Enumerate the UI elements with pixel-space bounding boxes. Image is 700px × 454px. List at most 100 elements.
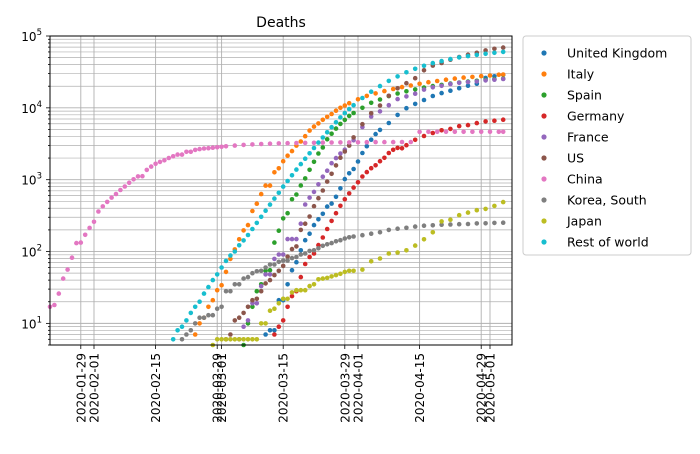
data-point xyxy=(342,149,348,154)
data-point xyxy=(307,128,312,133)
data-point xyxy=(338,115,343,120)
data-point xyxy=(364,93,370,99)
data-point xyxy=(342,236,348,241)
data-point xyxy=(500,129,506,135)
data-point xyxy=(82,232,88,238)
data-point xyxy=(294,244,299,249)
data-point xyxy=(245,304,251,310)
data-point xyxy=(285,254,290,259)
data-point xyxy=(496,72,502,77)
data-point xyxy=(320,211,326,217)
data-point xyxy=(206,284,211,290)
data-point xyxy=(175,328,180,333)
data-point xyxy=(223,144,229,149)
data-point xyxy=(412,101,418,107)
data-point xyxy=(333,126,339,131)
chart-title: Deaths xyxy=(256,15,306,31)
data-point xyxy=(329,160,334,166)
data-point xyxy=(412,243,418,248)
data-point xyxy=(316,195,321,201)
data-point xyxy=(465,53,471,59)
data-point xyxy=(258,141,264,147)
data-point xyxy=(448,222,453,227)
data-point xyxy=(342,103,348,108)
data-point xyxy=(386,120,392,126)
data-point xyxy=(245,222,251,228)
legend-marker xyxy=(541,197,547,203)
data-point xyxy=(245,274,251,280)
data-point xyxy=(285,210,290,216)
legend-marker xyxy=(541,134,547,140)
legend: United Kingdom Italy Spain Germany France US C… xyxy=(522,35,692,256)
data-point xyxy=(404,70,409,75)
data-point xyxy=(254,201,260,206)
data-point xyxy=(276,324,282,330)
legend-marker xyxy=(541,155,547,161)
x-tick-label: 2020-01-29 xyxy=(74,353,88,423)
data-point xyxy=(456,221,462,227)
data-point xyxy=(131,177,136,182)
data-point xyxy=(276,268,282,274)
data-point xyxy=(355,140,361,145)
data-point xyxy=(329,140,334,145)
data-point xyxy=(456,85,462,91)
data-point xyxy=(439,219,444,224)
data-point xyxy=(241,276,246,281)
data-point xyxy=(307,283,312,289)
data-point xyxy=(346,143,352,148)
data-point xyxy=(368,111,374,116)
data-point xyxy=(421,133,427,139)
data-point xyxy=(289,173,295,178)
data-point xyxy=(307,231,312,236)
data-point xyxy=(258,288,264,294)
data-point xyxy=(373,131,378,137)
data-point xyxy=(280,216,286,221)
data-point xyxy=(324,130,330,135)
data-point xyxy=(232,249,238,254)
data-point xyxy=(219,265,224,270)
data-point xyxy=(91,219,97,225)
data-point xyxy=(298,287,304,293)
data-point xyxy=(302,202,308,207)
legend-label: United Kingdom xyxy=(567,46,667,61)
data-point xyxy=(395,226,400,231)
data-point xyxy=(298,183,304,188)
data-point xyxy=(192,332,198,337)
legend-marker xyxy=(541,176,547,182)
data-point xyxy=(245,318,251,323)
data-point xyxy=(214,306,220,312)
data-point xyxy=(430,230,436,235)
x-tick-label: 2020-03-01 xyxy=(215,353,229,423)
data-point xyxy=(500,49,506,55)
data-point xyxy=(272,306,277,312)
data-point xyxy=(320,135,326,140)
data-point xyxy=(294,140,299,146)
data-point xyxy=(487,73,493,78)
data-point xyxy=(311,189,317,195)
data-point xyxy=(236,243,242,248)
data-point xyxy=(307,167,312,173)
data-point xyxy=(386,93,392,99)
data-point xyxy=(267,202,273,207)
data-point xyxy=(294,236,299,242)
data-point xyxy=(448,81,453,87)
data-point xyxy=(483,221,488,226)
data-point xyxy=(346,268,352,274)
x-tick-label: 2020-02-29 xyxy=(211,353,225,423)
data-point xyxy=(342,176,348,182)
data-point xyxy=(74,240,79,246)
data-point xyxy=(421,63,427,69)
data-point xyxy=(140,173,145,179)
data-point xyxy=(351,166,356,172)
data-point xyxy=(276,190,282,195)
data-point xyxy=(333,239,339,244)
data-point xyxy=(373,91,378,96)
data-point xyxy=(338,237,343,243)
x-tick-label: 2020-05-01 xyxy=(484,353,498,423)
data-point xyxy=(404,94,409,99)
data-point xyxy=(461,75,466,80)
data-point xyxy=(395,74,400,79)
data-point xyxy=(241,142,246,148)
data-point xyxy=(118,187,123,193)
